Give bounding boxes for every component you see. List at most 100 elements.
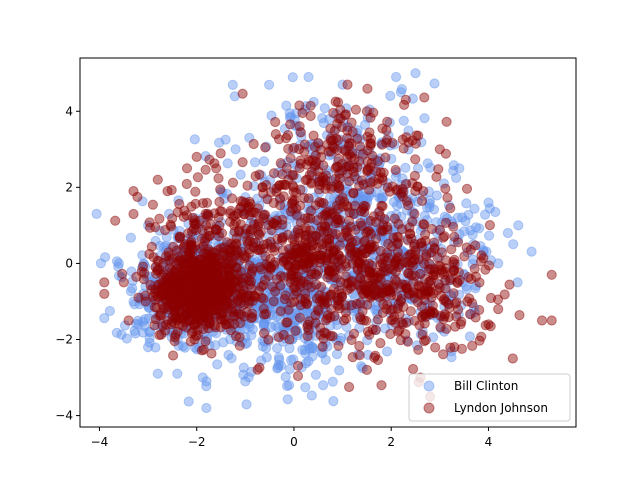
scatter-point — [343, 141, 355, 152]
scatter-point — [334, 172, 345, 183]
scatter-point — [377, 192, 389, 203]
scatter-point — [174, 258, 186, 269]
scatter-point — [240, 290, 251, 301]
scatter-point — [162, 186, 173, 197]
scatter-point — [254, 200, 265, 211]
scatter-point — [445, 203, 456, 214]
scatter-point — [425, 162, 436, 173]
scatter-point — [260, 299, 271, 310]
scatter-point — [225, 208, 236, 219]
scatter-point — [292, 370, 304, 382]
scatter-point — [338, 207, 349, 218]
scatter-point — [223, 301, 235, 312]
scatter-point — [290, 286, 301, 297]
scatter-point — [182, 238, 194, 249]
scatter-point — [220, 283, 231, 294]
scatter-point — [193, 294, 204, 305]
scatter-point — [446, 275, 457, 286]
scatter-point — [332, 156, 343, 167]
scatter-point — [265, 298, 276, 309]
scatter-point — [459, 226, 470, 237]
scatter-point — [196, 345, 207, 356]
scatter-point — [231, 263, 242, 274]
scatter-point — [361, 194, 373, 205]
scatter-point — [140, 281, 151, 292]
scatter-point — [391, 200, 403, 211]
scatter-point — [215, 186, 226, 197]
scatter-point — [351, 237, 362, 248]
scatter-point — [185, 336, 196, 347]
scatter-point — [177, 341, 189, 352]
scatter-point — [366, 264, 377, 275]
scatter-point — [376, 287, 387, 298]
scatter-point — [173, 340, 184, 351]
scatter-point — [455, 300, 467, 311]
scatter-point — [227, 252, 238, 263]
scatter-point — [292, 274, 303, 285]
scatter-point — [301, 262, 312, 273]
scatter-point — [196, 274, 207, 285]
scatter-point — [237, 273, 248, 284]
scatter-point — [206, 348, 217, 359]
scatter-point — [378, 284, 389, 295]
scatter-point — [367, 242, 378, 253]
scatter-point — [239, 281, 250, 292]
scatter-point — [414, 256, 425, 267]
scatter-point — [366, 280, 377, 291]
scatter-point — [372, 354, 384, 366]
scatter-point — [174, 274, 186, 286]
scatter-point — [281, 301, 293, 313]
scatter-point — [175, 271, 186, 282]
scatter-point — [403, 194, 414, 206]
scatter-point — [333, 260, 344, 271]
scatter-point — [341, 321, 352, 332]
scatter-point — [275, 271, 286, 282]
scatter-point — [412, 196, 423, 207]
scatter-point — [268, 296, 279, 307]
scatter-point — [322, 210, 333, 221]
scatter-point — [127, 283, 138, 294]
scatter-point — [285, 206, 297, 217]
scatter-point — [465, 225, 476, 236]
scatter-point — [258, 266, 269, 277]
scatter-point — [344, 253, 355, 264]
scatter-point — [290, 248, 301, 259]
scatter-point — [252, 364, 263, 375]
scatter-point — [228, 319, 239, 330]
scatter-point — [228, 299, 240, 311]
scatter-point — [396, 258, 408, 269]
scatter-point — [313, 138, 324, 149]
scatter-point — [386, 315, 397, 326]
scatter-point — [329, 202, 340, 213]
scatter-point — [361, 192, 372, 203]
scatter-point — [230, 144, 241, 155]
scatter-point — [259, 263, 270, 274]
scatter-point — [237, 297, 248, 308]
scatter-point — [342, 122, 354, 133]
scatter-point — [235, 288, 246, 299]
scatter-point — [325, 123, 336, 134]
scatter-point — [316, 255, 327, 267]
scatter-point — [316, 197, 327, 208]
scatter-point — [228, 229, 239, 240]
scatter-point — [417, 190, 428, 201]
scatter-point — [215, 184, 226, 195]
scatter-point — [172, 207, 183, 218]
scatter-point — [356, 277, 368, 288]
scatter-point — [288, 250, 299, 261]
scatter-point — [180, 277, 191, 288]
scatter-point — [220, 290, 231, 301]
scatter-point — [263, 220, 274, 231]
scatter-point — [300, 382, 311, 393]
scatter-point — [186, 278, 197, 289]
scatter-point — [387, 283, 398, 294]
scatter-point — [405, 288, 416, 300]
scatter-point — [296, 287, 307, 298]
scatter-point — [310, 220, 321, 231]
scatter-point — [313, 159, 324, 170]
scatter-point — [401, 266, 413, 277]
scatter-point — [297, 185, 308, 196]
scatter-point — [321, 165, 332, 176]
scatter-point — [333, 340, 344, 351]
scatter-point — [165, 278, 176, 289]
